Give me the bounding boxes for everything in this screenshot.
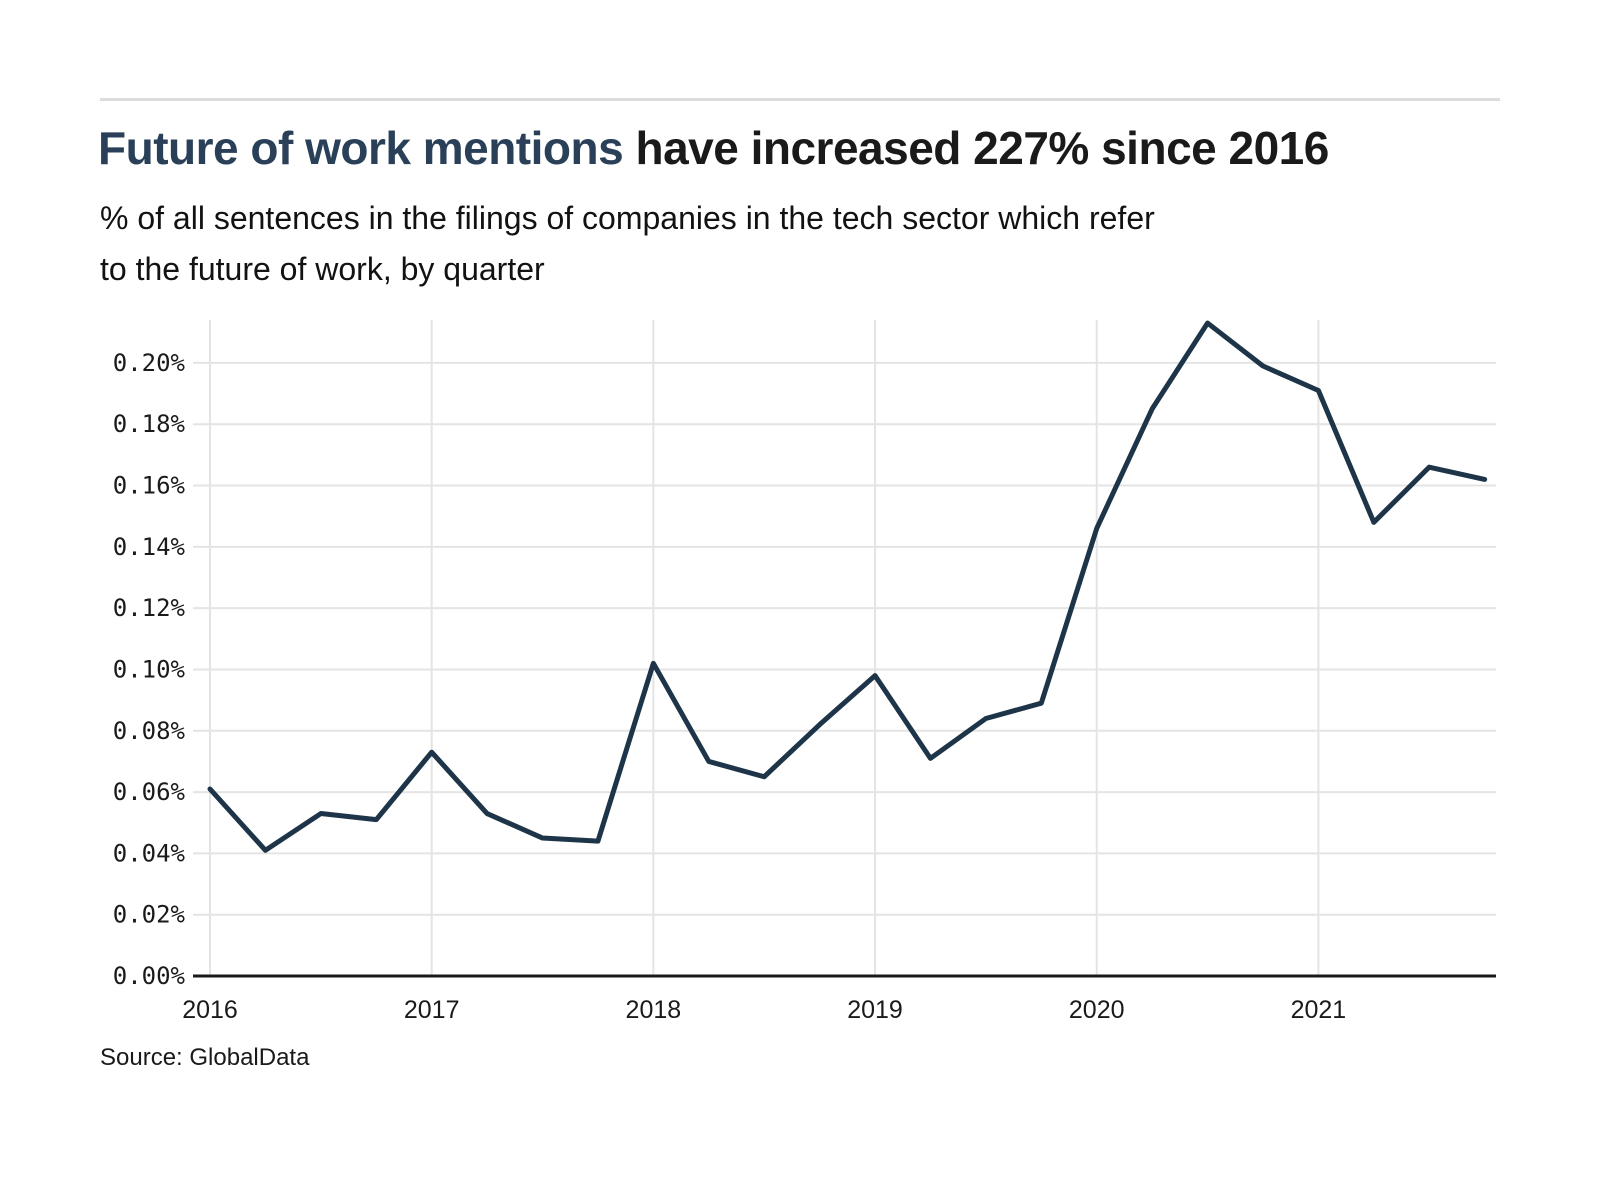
source-note: Source: GlobalData: [100, 1044, 310, 1071]
y-axis-tick-label: 0.14%: [113, 533, 186, 561]
y-axis-tick-label: 0.18%: [113, 410, 186, 438]
x-axis-tick-label: 2018: [626, 996, 682, 1024]
page-subtitle: % of all sentences in the filings of com…: [100, 193, 1155, 295]
y-axis-tick-label: 0.02%: [113, 901, 186, 929]
y-axis-tick-label: 0.20%: [113, 349, 186, 377]
x-axis-tick-label: 2016: [182, 996, 238, 1024]
y-axis-tick-label: 0.10%: [113, 655, 186, 683]
y-axis-tick-label: 0.12%: [113, 594, 186, 622]
page-title-rest: have increased 227% since 2016: [623, 122, 1329, 174]
y-axis-tick-label: 0.16%: [113, 472, 186, 500]
x-axis-tick-label: 2017: [404, 996, 460, 1024]
subtitle-line-1: % of all sentences in the filings of com…: [100, 200, 1155, 236]
line-chart: 0.00% 0.02% 0.04% 0.06% 0.08% 0.10% 0.12% 0.14%…: [113, 320, 1496, 1024]
y-axis-tick-label: 0.08%: [113, 717, 186, 745]
x-axis-tick-label: 2019: [847, 996, 903, 1024]
top-divider: [100, 98, 1500, 101]
subtitle-line-2: to the future of work, by quarter: [100, 251, 545, 287]
x-axis-tick-label: 2020: [1069, 996, 1125, 1024]
page-title-highlight: Future of work mentions: [98, 122, 624, 174]
x-axis-tick-label: 2021: [1291, 996, 1347, 1024]
y-axis-tick-label: 0.00%: [113, 962, 186, 990]
page-title: Future of work mentions have increased 2…: [98, 121, 1329, 175]
y-axis-tick-label: 0.06%: [113, 778, 186, 806]
y-axis-tick-label: 0.04%: [113, 839, 186, 867]
data-line: [207, 320, 1488, 853]
